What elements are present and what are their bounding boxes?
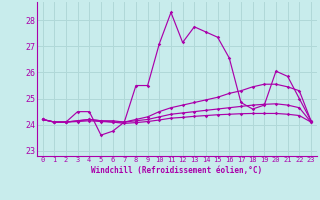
X-axis label: Windchill (Refroidissement éolien,°C): Windchill (Refroidissement éolien,°C) xyxy=(91,166,262,175)
